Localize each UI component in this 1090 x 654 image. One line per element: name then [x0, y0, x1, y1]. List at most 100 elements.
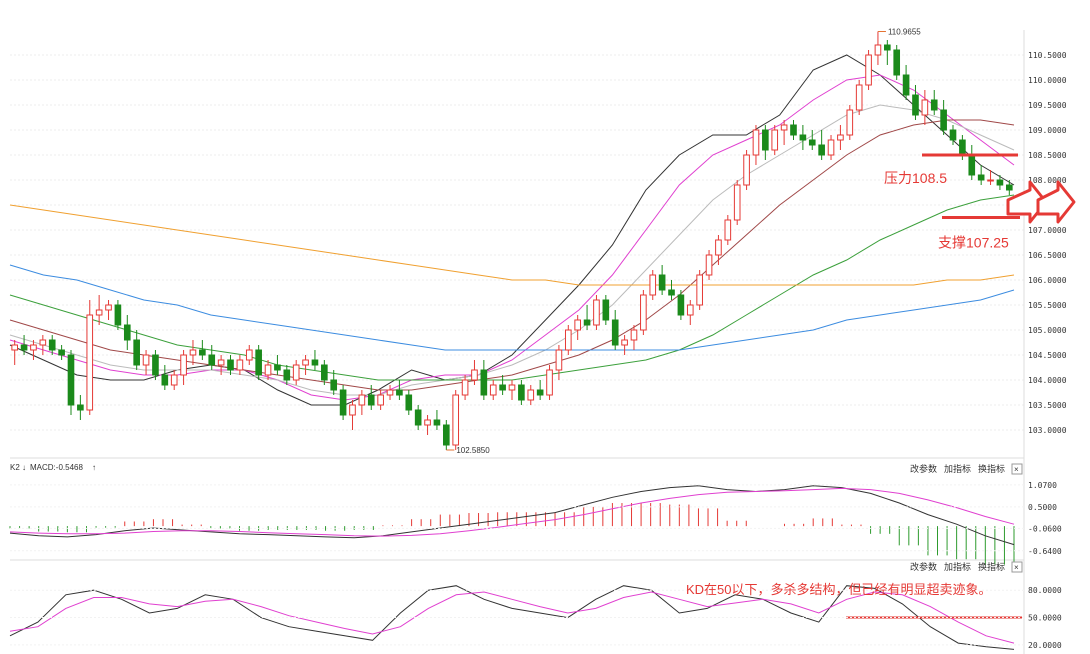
- candle-body: [86, 314, 94, 411]
- ma-line-7: [9, 204, 1015, 286]
- candle: [48, 335, 56, 355]
- candle-body: [48, 339, 56, 351]
- candle-body: [837, 134, 844, 141]
- candle: [949, 125, 957, 145]
- kd-change-params-button[interactable]: 改参数: [910, 561, 937, 572]
- resistance-label: 压力108.5: [884, 170, 947, 186]
- macd-add-indicator-button[interactable]: 加指标: [944, 463, 971, 474]
- macd-close-button[interactable]: ×: [1011, 463, 1023, 475]
- y-tick-label: 103.0000: [1028, 426, 1067, 435]
- candle: [358, 390, 366, 415]
- candle-body: [790, 124, 797, 136]
- candle: [161, 365, 169, 390]
- candle-body: [508, 384, 516, 391]
- candle-body: [236, 359, 244, 371]
- candle: [461, 375, 469, 400]
- candle: [208, 345, 216, 370]
- candle: [367, 385, 375, 410]
- candle: [199, 340, 206, 360]
- candle-body: [602, 299, 610, 321]
- candle-body: [893, 49, 901, 76]
- candle: [405, 390, 413, 415]
- candle-body: [245, 349, 253, 361]
- candle: [518, 380, 525, 405]
- y-tick-label: 104.0000: [1028, 376, 1067, 385]
- candle-body: [358, 394, 366, 406]
- macd-y-tick-label: 1.0700: [1028, 481, 1057, 490]
- kd-add-indicator-button[interactable]: 加指标: [944, 561, 971, 572]
- candle-body: [686, 304, 694, 316]
- candle-body: [20, 344, 28, 351]
- high-price-label: 110.9655: [888, 28, 921, 37]
- candle-body: [227, 359, 234, 371]
- candle: [30, 340, 37, 360]
- kd-close-box[interactable]: [1011, 561, 1023, 573]
- candle: [696, 270, 703, 310]
- candle: [471, 360, 478, 385]
- candle: [583, 305, 591, 330]
- candle: [152, 350, 159, 380]
- candle-body: [987, 179, 994, 182]
- candle: [339, 385, 347, 420]
- candle: [827, 135, 835, 160]
- candle: [95, 295, 103, 325]
- price-panel-bg: [10, 30, 1024, 455]
- candle-body: [733, 184, 741, 221]
- candle-body: [123, 324, 131, 341]
- candle: [940, 100, 947, 135]
- candle: [133, 330, 140, 370]
- kd-close-button[interactable]: ×: [1011, 561, 1023, 573]
- candle: [930, 90, 938, 115]
- indicator-prefix: K2: [10, 463, 20, 472]
- candle: [142, 350, 150, 375]
- candle-body: [461, 379, 469, 396]
- macd-y-tick-label: 0.5000: [1028, 503, 1057, 512]
- candle-body: [574, 319, 581, 331]
- candle-body: [874, 44, 882, 56]
- kd-switch-indicator-button[interactable]: 换指标: [978, 561, 1005, 572]
- candle-body: [255, 349, 262, 376]
- kd-annotation: KD在50以下，多杀多结构，但已经有明显超卖迹象。: [686, 582, 992, 597]
- candle: [977, 165, 985, 185]
- macd-change-params-button[interactable]: 改参数: [910, 463, 937, 474]
- candle-body: [583, 319, 591, 326]
- macd-close-box[interactable]: [1011, 463, 1023, 475]
- candle-body: [705, 254, 713, 276]
- candle: [86, 300, 94, 415]
- candle-body: [302, 359, 309, 366]
- candle: [780, 120, 788, 145]
- ma-line-4: [9, 119, 1015, 391]
- candle-body: [752, 129, 760, 156]
- candle: [743, 150, 750, 190]
- candle-body: [621, 339, 628, 346]
- candle: [818, 130, 825, 160]
- candle-body: [170, 374, 178, 386]
- candle-body: [724, 219, 732, 241]
- candle: [630, 325, 638, 350]
- candle-body: [39, 339, 47, 346]
- candle-body: [846, 109, 854, 136]
- candle: [386, 385, 394, 400]
- macd-y-tick-label: -0.0600: [1028, 524, 1062, 533]
- candle-body: [180, 354, 187, 376]
- candle-body: [142, 354, 150, 366]
- candle-body: [133, 339, 140, 366]
- candle-body: [912, 94, 919, 116]
- candle: [189, 340, 197, 365]
- candle: [621, 335, 628, 355]
- candle-body: [443, 424, 450, 446]
- candle: [311, 350, 319, 370]
- candle: [527, 385, 535, 405]
- macd-dif-line: [9, 485, 1015, 546]
- candle-body: [217, 359, 225, 366]
- candle: [508, 380, 516, 400]
- candle: [67, 350, 75, 415]
- candle-body: [405, 394, 413, 411]
- candle-body: [611, 319, 619, 346]
- candle: [733, 180, 741, 225]
- macd-switch-indicator-button[interactable]: 换指标: [978, 463, 1005, 474]
- candle-body: [799, 134, 807, 141]
- candle-body: [658, 274, 666, 291]
- candle-body: [865, 54, 872, 86]
